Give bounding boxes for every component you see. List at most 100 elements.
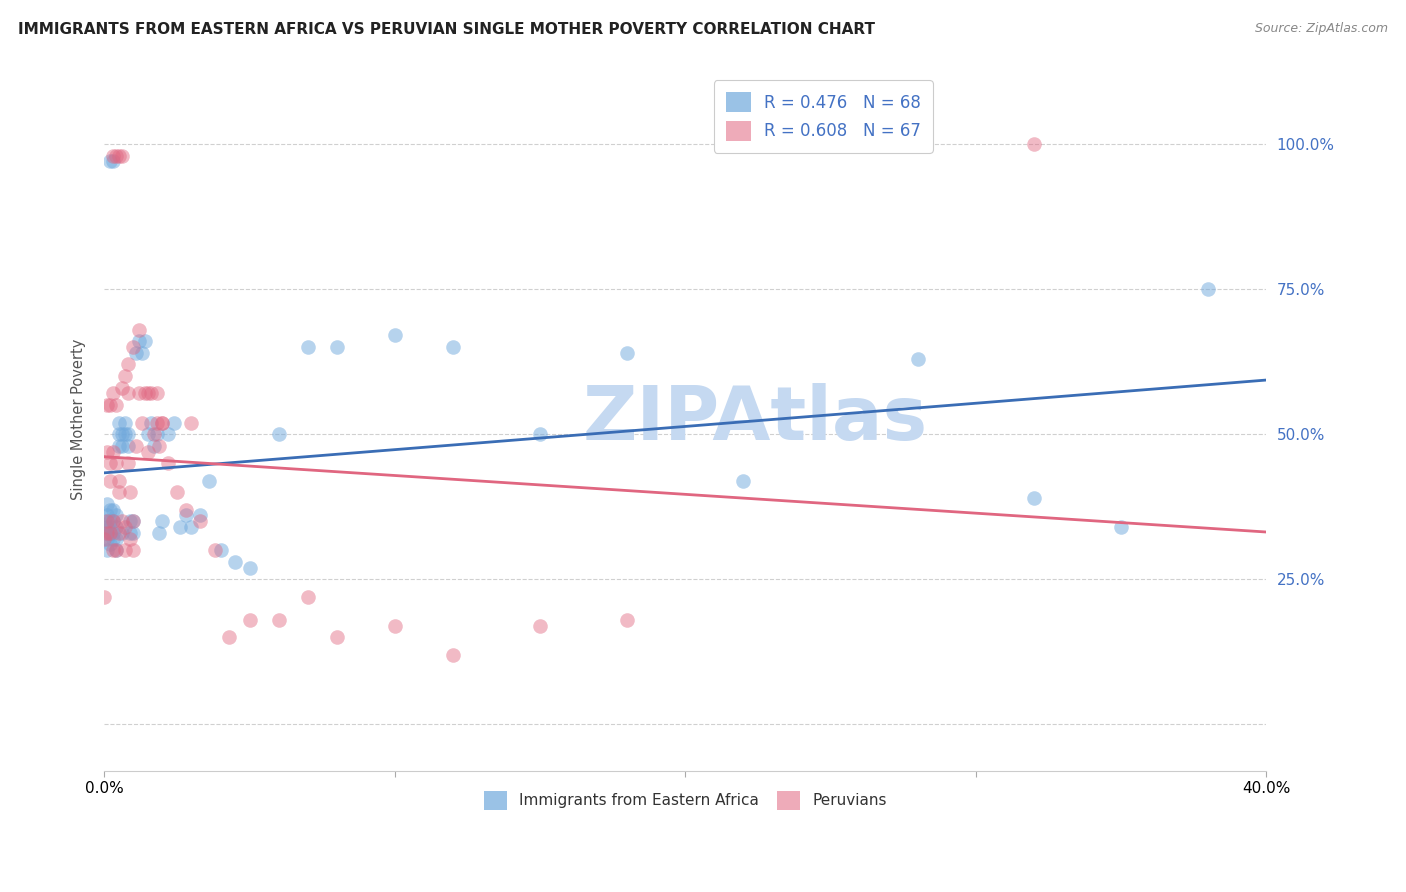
Point	[101, 154, 124, 169]
Point	[120, 532, 142, 546]
Point	[111, 525, 134, 540]
Point	[96, 532, 118, 546]
Point	[114, 427, 136, 442]
Point	[188, 508, 211, 523]
Point	[325, 630, 347, 644]
Point	[145, 386, 167, 401]
Point	[117, 386, 139, 401]
Point	[441, 340, 464, 354]
Point	[1022, 136, 1045, 151]
Point	[108, 416, 131, 430]
Point	[238, 560, 260, 574]
Point	[104, 508, 127, 523]
Point	[98, 154, 121, 169]
Point	[93, 532, 115, 546]
Point	[174, 508, 197, 523]
Point	[209, 543, 232, 558]
Point	[136, 427, 159, 442]
Point	[114, 543, 136, 558]
Point	[733, 474, 755, 488]
Point	[136, 444, 159, 458]
Point	[111, 148, 134, 162]
Point	[180, 416, 202, 430]
Point	[122, 543, 145, 558]
Point	[101, 543, 124, 558]
Point	[136, 386, 159, 401]
Point	[616, 613, 638, 627]
Point	[96, 508, 118, 523]
Point	[297, 340, 319, 354]
Point	[134, 386, 156, 401]
Point	[128, 323, 150, 337]
Point	[104, 532, 127, 546]
Point	[101, 148, 124, 162]
Point	[142, 427, 165, 442]
Point	[108, 427, 131, 442]
Point	[104, 543, 127, 558]
Point	[117, 456, 139, 470]
Point	[122, 525, 145, 540]
Point	[152, 514, 174, 528]
Point	[96, 514, 118, 528]
Point	[384, 618, 406, 632]
Point	[145, 416, 167, 430]
Point	[325, 340, 347, 354]
Point	[108, 485, 131, 500]
Point	[163, 416, 186, 430]
Point	[98, 456, 121, 470]
Point	[117, 358, 139, 372]
Point	[122, 514, 145, 528]
Point	[1109, 520, 1132, 534]
Y-axis label: Single Mother Poverty: Single Mother Poverty	[72, 339, 86, 500]
Point	[117, 427, 139, 442]
Point	[131, 416, 153, 430]
Text: ZIPAtlas: ZIPAtlas	[582, 383, 928, 456]
Point	[114, 416, 136, 430]
Point	[174, 502, 197, 516]
Point	[125, 439, 148, 453]
Point	[152, 416, 174, 430]
Point	[157, 456, 180, 470]
Point	[117, 439, 139, 453]
Point	[96, 497, 118, 511]
Point	[104, 148, 127, 162]
Point	[96, 398, 118, 412]
Point	[157, 427, 180, 442]
Point	[166, 485, 188, 500]
Point	[297, 590, 319, 604]
Point	[101, 502, 124, 516]
Point	[120, 485, 142, 500]
Point	[104, 520, 127, 534]
Point	[122, 514, 145, 528]
Point	[93, 514, 115, 528]
Point	[180, 520, 202, 534]
Point	[98, 502, 121, 516]
Point	[139, 416, 162, 430]
Point	[93, 525, 115, 540]
Point	[111, 381, 134, 395]
Point	[101, 514, 124, 528]
Point	[122, 340, 145, 354]
Point	[188, 514, 211, 528]
Point	[108, 148, 131, 162]
Point	[98, 537, 121, 551]
Point	[98, 398, 121, 412]
Point	[108, 474, 131, 488]
Point	[238, 613, 260, 627]
Point	[616, 346, 638, 360]
Point	[441, 648, 464, 662]
Point	[96, 520, 118, 534]
Point	[907, 351, 929, 366]
Point	[169, 520, 191, 534]
Legend: Immigrants from Eastern Africa, Peruvians: Immigrants from Eastern Africa, Peruvian…	[478, 785, 893, 815]
Point	[108, 439, 131, 453]
Point	[120, 525, 142, 540]
Point	[101, 444, 124, 458]
Point	[204, 543, 226, 558]
Point	[529, 427, 551, 442]
Point	[139, 386, 162, 401]
Point	[111, 514, 134, 528]
Point	[96, 525, 118, 540]
Point	[267, 613, 290, 627]
Point	[98, 525, 121, 540]
